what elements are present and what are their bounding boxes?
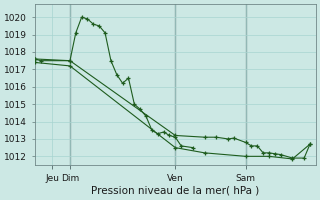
X-axis label: Pression niveau de la mer( hPa ): Pression niveau de la mer( hPa ) <box>91 186 260 196</box>
